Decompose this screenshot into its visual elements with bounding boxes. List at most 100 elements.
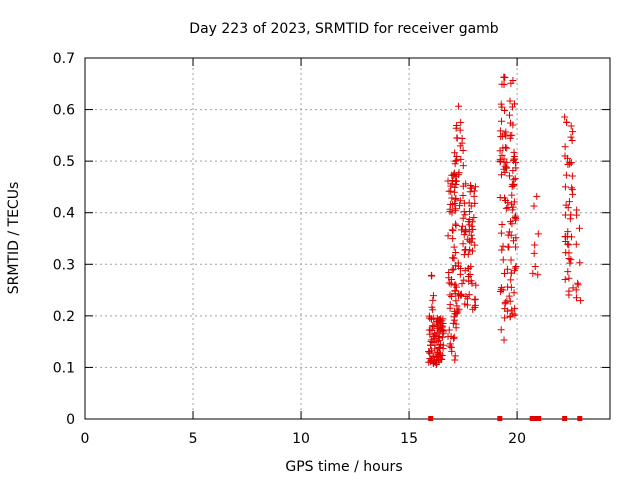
scatter-point	[507, 276, 515, 284]
scatter-point	[507, 256, 515, 264]
scatter-point	[561, 211, 569, 219]
scatter-point	[565, 255, 573, 263]
scatter-point	[452, 205, 460, 213]
scatter-point	[464, 265, 472, 273]
scatter-point	[503, 158, 511, 166]
scatter-point	[500, 165, 508, 173]
scatter-point	[429, 353, 437, 361]
scatter-point	[510, 182, 518, 190]
scatter-point	[572, 240, 580, 248]
scatter-point	[452, 283, 460, 291]
scatter-point	[451, 183, 459, 191]
scatter-point	[574, 281, 582, 289]
scatter-point	[497, 171, 505, 179]
scatter-point	[463, 301, 471, 309]
scatter-point	[501, 314, 509, 322]
scatter-point	[511, 264, 519, 272]
scatter-point	[449, 254, 457, 262]
scatter-point	[569, 284, 577, 292]
scatter-point	[469, 225, 477, 233]
scatter-point	[471, 199, 479, 207]
scatter-point	[448, 292, 456, 300]
scatter-point	[465, 199, 473, 207]
y-tick-label: 0.5	[53, 154, 75, 170]
scatter-point	[449, 201, 457, 209]
y-tick-label: 0.2	[53, 309, 75, 325]
scatter-point	[498, 151, 506, 159]
x-tick-label: 10	[292, 431, 310, 447]
scatter-point	[452, 297, 460, 305]
scatter-point	[427, 315, 435, 323]
scatter-point	[506, 172, 514, 180]
scatter-point	[501, 168, 509, 176]
scatter-point	[534, 271, 542, 279]
scatter-point	[512, 243, 520, 251]
scatter-point	[561, 275, 569, 283]
scatter-point	[429, 322, 437, 330]
scatter-point	[429, 306, 437, 314]
scatter-point	[512, 158, 520, 166]
scatter-point	[436, 344, 444, 352]
scatter-point	[511, 175, 519, 183]
scatter-point	[433, 318, 441, 326]
scatter-point	[501, 73, 509, 81]
scatter-point	[459, 240, 467, 248]
scatter-point	[446, 291, 454, 299]
scatter-point	[506, 297, 514, 305]
scatter-point	[499, 242, 507, 250]
scatter-point	[507, 269, 515, 277]
axis-ticks: 0 0.1 0.2 0.3 0.4 0.5 0.6 0.7 0 5 10 15 20	[53, 51, 610, 447]
scatter-point	[459, 191, 467, 199]
scatter-point	[458, 280, 466, 288]
scatter-point	[507, 283, 515, 291]
scatter-point	[449, 265, 457, 273]
scatter-point	[576, 259, 584, 267]
scatter-point	[573, 211, 581, 219]
scatter-point	[496, 155, 504, 163]
scatter-point	[572, 294, 580, 302]
scatter-point	[566, 160, 574, 168]
scatter-point	[468, 218, 476, 226]
scatter-point	[453, 177, 461, 185]
scatter-point	[433, 314, 441, 322]
scatter-point	[452, 220, 460, 228]
scatter-point	[561, 113, 569, 121]
scatter-point	[564, 228, 572, 236]
scatter-point	[445, 279, 453, 287]
scatter-point	[501, 106, 509, 114]
scatter-point	[506, 119, 514, 127]
scatter-point	[511, 304, 519, 312]
scatter-point	[471, 296, 479, 304]
scatter-point	[446, 342, 454, 350]
scatter-point	[461, 226, 469, 234]
scatter-point	[444, 333, 452, 341]
scatter-point	[502, 204, 510, 212]
scatter-point	[436, 326, 444, 334]
scatter-point	[533, 192, 541, 200]
scatter-point	[439, 341, 447, 349]
scatter-point	[455, 171, 463, 179]
scatter-point	[506, 312, 514, 320]
scatter-point	[427, 271, 435, 279]
scatter-point	[450, 243, 458, 251]
scatter-point	[448, 266, 456, 274]
scatter-point	[451, 149, 459, 157]
scatter-point	[459, 162, 467, 170]
scatter-point	[567, 256, 575, 264]
scatter-point	[457, 155, 465, 163]
scatter-point	[564, 204, 572, 212]
scatter-point	[449, 235, 457, 243]
scatter-point	[508, 180, 516, 188]
scatter-point	[534, 230, 542, 238]
scatter-point	[467, 231, 475, 239]
scatter-point	[467, 238, 475, 246]
scatter-point	[439, 333, 447, 341]
scatter-point	[497, 326, 505, 334]
scatter-point	[511, 214, 519, 222]
scatter-point	[510, 176, 518, 184]
scatter-point	[466, 237, 474, 245]
zero-point	[577, 416, 583, 421]
scatter-point	[426, 314, 434, 322]
scatter-point	[502, 132, 510, 140]
